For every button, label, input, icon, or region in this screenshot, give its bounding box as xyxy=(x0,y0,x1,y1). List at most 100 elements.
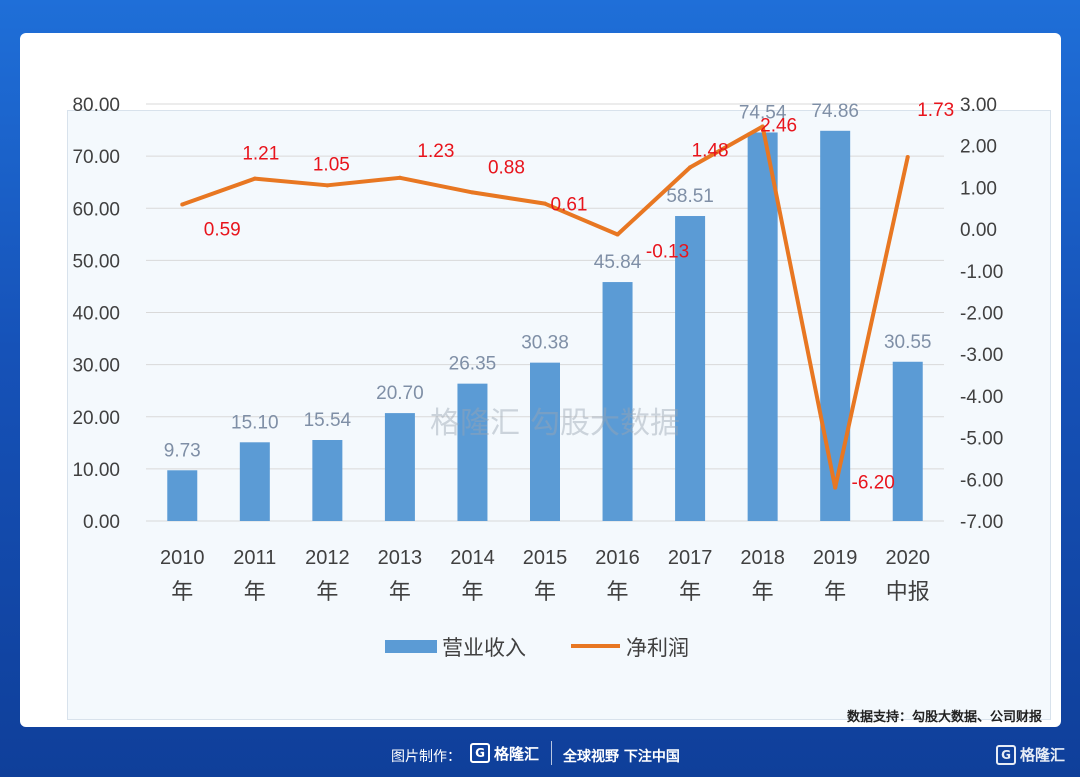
y-right-tick-label: 3.00 xyxy=(960,95,997,116)
line-data-label: 0.61 xyxy=(551,195,588,216)
x-tick-label-line2: 年 xyxy=(824,580,846,605)
footer-brand: G 格隆汇 xyxy=(470,741,539,765)
y-left-tick-label: 50.00 xyxy=(72,251,120,272)
x-tick-label-line1: 2015 xyxy=(523,547,568,569)
watermark-text: 勾股大数据 xyxy=(530,406,680,441)
footer-brand-name: 格隆汇 xyxy=(494,744,540,763)
x-tick-label-line2: 年 xyxy=(171,580,193,605)
corner-brand-name: 格隆汇 xyxy=(1020,746,1066,764)
x-tick-label-line1: 2020 xyxy=(885,547,930,569)
bar-revenue xyxy=(602,282,633,521)
x-tick-label-line2: 年 xyxy=(389,580,411,605)
x-tick-label-line2: 年 xyxy=(461,580,483,605)
bar-data-label: 26.35 xyxy=(449,354,497,375)
line-point xyxy=(833,485,838,490)
bar-revenue xyxy=(530,362,560,521)
corner-logo-icon: G xyxy=(996,744,1016,765)
line-point xyxy=(760,124,765,129)
y-left-tick-label: 30.00 xyxy=(72,356,120,377)
y-left-tick-label: 40.00 xyxy=(72,304,120,325)
x-tick-label-line2: 年 xyxy=(534,580,556,605)
y-left-tick-label: 0.00 xyxy=(83,512,120,533)
footer-bar: 图片制作： G 格隆汇 全球视野 下注中国 G 格隆汇 xyxy=(0,727,1080,777)
legend-swatch-revenue xyxy=(385,640,437,653)
bar-data-label: 74.86 xyxy=(811,101,859,122)
line-data-label: 2.46 xyxy=(760,116,797,137)
line-data-label: 0.59 xyxy=(204,219,241,240)
y-left-tick-label: 70.00 xyxy=(72,147,120,168)
y-right-tick-label: 2.00 xyxy=(960,137,997,158)
credit-label: 图片制作： xyxy=(391,749,461,765)
bar-revenue xyxy=(457,383,488,521)
bar-revenue xyxy=(892,361,923,521)
x-tick-label-line2: 中报 xyxy=(886,580,930,605)
x-tick-label-line1: 2010 xyxy=(160,547,205,569)
line-point xyxy=(905,154,910,159)
x-tick-label-line2: 年 xyxy=(316,580,338,605)
line-point xyxy=(543,201,547,206)
x-tick-label-line1: 2014 xyxy=(450,547,495,569)
x-tick-label-line1: 2018 xyxy=(740,547,785,569)
legend-label-profit: 净利润 xyxy=(626,636,689,660)
line-data-label: 1.21 xyxy=(242,144,279,165)
x-tick-label-line1: 2013 xyxy=(378,547,423,569)
data-source: 数据支持：勾股大数据、公司财报 xyxy=(846,710,1042,725)
bar-data-label: 20.70 xyxy=(376,383,424,404)
y-right-tick-label: -2.00 xyxy=(960,304,1003,325)
line-point xyxy=(252,176,257,181)
y-right-tick-label: -6.00 xyxy=(960,470,1003,491)
bar-data-label: 15.54 xyxy=(304,410,352,431)
y-right-tick-label: -7.00 xyxy=(960,512,1003,533)
line-data-label: 1.73 xyxy=(917,100,954,121)
bar-data-label: 15.10 xyxy=(231,412,279,433)
y-right-tick-label: -3.00 xyxy=(960,345,1003,366)
brand-logo-icon: G xyxy=(470,743,490,763)
line-data-label: 1.48 xyxy=(692,140,729,161)
revenue-profit-chart: 0.00 10.00 20.00 30.00 40.00 50.00 60.00 70.00 8… xyxy=(72,95,1003,660)
line-point xyxy=(615,232,620,237)
x-tick-label-line1: 2016 xyxy=(595,547,640,569)
x-tick-label-line1: 2011 xyxy=(233,547,276,569)
bar-revenue xyxy=(820,130,851,522)
y-right-tick-label: -1.00 xyxy=(960,262,1003,283)
line-data-label: 0.88 xyxy=(488,157,525,178)
bar-revenue xyxy=(747,132,778,521)
x-tick-label-line1: 2012 xyxy=(305,547,350,569)
bar-revenue xyxy=(675,216,706,521)
y-right-tick-label: -4.00 xyxy=(960,387,1003,408)
y-left-tick-label: 80.00 xyxy=(72,95,120,116)
line-point xyxy=(470,190,475,195)
bar-data-label: 30.55 xyxy=(884,332,932,353)
line-point xyxy=(397,175,402,180)
corner-logo: G 格隆汇 xyxy=(996,744,1065,765)
bar-revenue xyxy=(312,439,343,521)
line-data-label: -0.13 xyxy=(646,242,689,263)
y-right-tick-label: -5.00 xyxy=(960,429,1003,450)
line-data-label: 1.05 xyxy=(313,154,350,175)
watermark-brand: 格隆汇 xyxy=(430,406,520,441)
line-point xyxy=(325,183,330,188)
y-left-tick-label: 60.00 xyxy=(72,199,120,220)
line-data-label: -6.20 xyxy=(852,473,895,494)
line-point xyxy=(180,202,185,207)
x-tick-label-line2: 年 xyxy=(607,580,629,605)
bar-revenue xyxy=(384,413,415,521)
watermark: 格隆汇 勾股大数据 xyxy=(430,398,680,442)
x-tick-label-line2: 年 xyxy=(244,580,266,605)
y-right-tick-label: 0.00 xyxy=(960,220,997,241)
footer-slogan: 全球视野 下注中国 xyxy=(563,749,680,765)
footer-divider xyxy=(551,741,552,765)
legend-label-revenue: 营业收入 xyxy=(442,636,526,660)
line-data-label: 1.23 xyxy=(417,141,454,162)
chart-card: 0.00 10.00 20.00 30.00 40.00 50.00 60.00 70.00 8… xyxy=(20,33,1061,727)
bar-revenue xyxy=(239,442,270,521)
y-left-tick-label: 10.00 xyxy=(72,460,120,481)
bar-data-label: 58.51 xyxy=(666,186,714,207)
y-right-tick-label: 1.00 xyxy=(960,178,997,199)
bar-data-label: 30.38 xyxy=(521,333,569,354)
line-point xyxy=(688,165,693,170)
bar-revenue xyxy=(167,470,198,521)
x-tick-label-line2: 年 xyxy=(752,580,774,605)
bar-data-label: 9.73 xyxy=(164,440,201,461)
x-tick-label-line1: 2019 xyxy=(813,547,858,569)
